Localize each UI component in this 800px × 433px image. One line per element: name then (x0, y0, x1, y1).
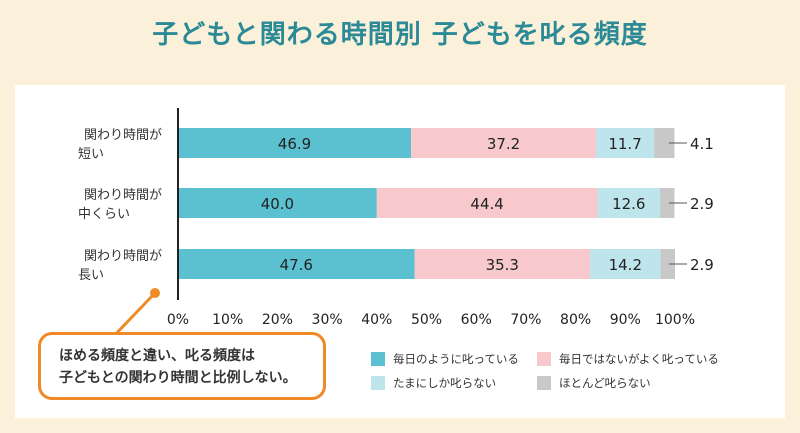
x-tick-label-1: 10% (212, 312, 243, 328)
data-label-1-4: 4.1 (690, 135, 714, 153)
legend-item-2: 毎日ではないがよく叱っている (537, 351, 719, 367)
category-label-1-line2: 短い (78, 147, 104, 162)
data-label-1-1: 46.9 (278, 135, 311, 153)
x-tick-label-5: 50% (411, 312, 442, 328)
x-tick-label-8: 80% (560, 312, 591, 328)
callout-line-1: ほめる頻度と違い、叱る頻度は (59, 348, 255, 364)
legend-label-2: 毎日ではないがよく叱っている (559, 352, 719, 366)
bar-segment-3-3 (590, 249, 661, 279)
bar-segment-2-2 (376, 188, 598, 218)
x-tick-label-4: 40% (361, 312, 392, 328)
data-label-2-2: 44.4 (470, 195, 503, 213)
bar-segment-1-4 (654, 128, 675, 158)
x-tick-label-6: 60% (461, 312, 492, 328)
bar-segment-1-1 (178, 128, 412, 158)
legend-label-3: たまにしか叱らない (393, 376, 497, 390)
x-tick-label-7: 70% (510, 312, 541, 328)
data-label-3-4: 2.9 (690, 256, 714, 274)
bar-segment-3-4 (660, 249, 675, 279)
x-tick-label-9: 90% (610, 312, 641, 328)
callout-line-2: 子どもとの関わり時間と比例しない。 (59, 370, 297, 386)
data-label-2-1: 40.0 (261, 195, 294, 213)
x-tick-label-0: 0% (167, 312, 189, 328)
bar-segment-2-3 (597, 188, 661, 218)
data-label-3-3: 14.2 (609, 256, 642, 274)
category-label-1-line1: 関わり時間が (84, 128, 162, 143)
data-label-3-2: 35.3 (486, 256, 519, 274)
callout-pointer-dot (150, 288, 160, 298)
data-label-2-3: 12.6 (612, 195, 645, 213)
category-label-3-line1: 関わり時間が (84, 249, 162, 264)
data-label-3-1: 47.6 (280, 256, 313, 274)
data-label-1-2: 37.2 (487, 135, 520, 153)
bar-segment-2-1 (178, 188, 377, 218)
bar-segment-3-1 (178, 249, 415, 279)
legend-item-3: たまにしか叱らない (371, 375, 496, 391)
legend-swatch-4 (537, 376, 551, 390)
category-label-2-line1: 関わり時間が (84, 188, 162, 203)
x-tick-label-3: 30% (312, 312, 343, 328)
legend-label-1: 毎日のように叱っている (393, 352, 519, 366)
data-label-2-4: 2.9 (690, 195, 714, 213)
legend-swatch-3 (371, 376, 385, 390)
category-label-2-line2: 中くらい (78, 207, 130, 222)
legend-item-1: 毎日のように叱っている (371, 351, 519, 367)
legend-swatch-2 (537, 352, 551, 366)
legend-swatch-1 (371, 352, 385, 366)
callout-box: ほめる頻度と違い、叱る頻度は 子どもとの関わり時間と比例しない。 (38, 332, 326, 400)
x-tick-label-10: 100% (655, 312, 695, 328)
legend-label-4: ほとんど叱らない (559, 376, 651, 390)
category-label-3-line2: 長い (78, 268, 104, 283)
bar-segment-1-2 (411, 128, 596, 158)
bar-segment-1-3 (595, 128, 655, 158)
data-label-1-3: 11.7 (608, 135, 641, 153)
x-tick-label-2: 20% (262, 312, 293, 328)
chart-title: 子どもと関わる時間別 子どもを叱る頻度 (152, 20, 648, 50)
bar-segment-3-2 (414, 249, 591, 279)
legend-item-4: ほとんど叱らない (537, 375, 651, 391)
bar-segment-2-4 (660, 188, 675, 218)
